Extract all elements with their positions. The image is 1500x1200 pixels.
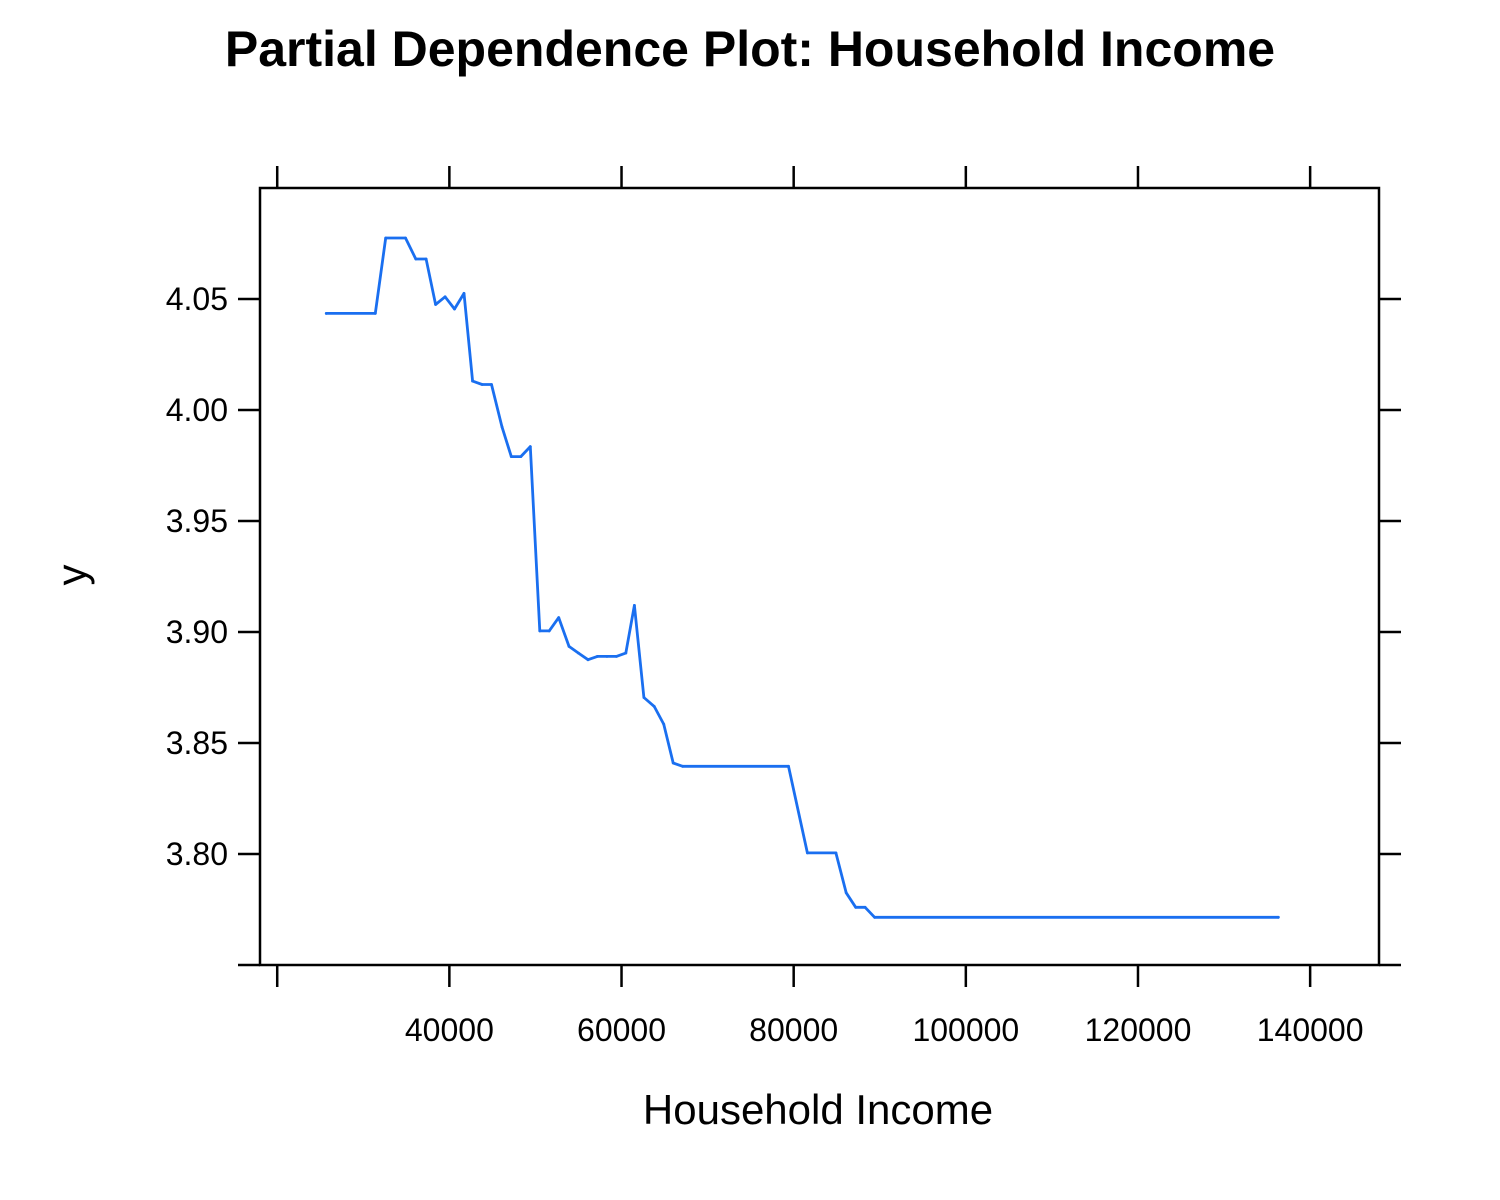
data-point [557,616,561,619]
series-line [324,236,1280,919]
y-tick-label: 3.90 [166,614,228,650]
data-point [538,629,542,633]
data-point [373,312,377,315]
data-point [471,379,474,383]
x-tick-label: 100000 [912,1012,1019,1048]
y-axis-label: y [48,565,95,586]
data-point [324,312,328,315]
data-point [844,891,848,895]
data-point [642,696,646,699]
x-tick-label: 80000 [749,1012,838,1048]
data-point [681,764,684,768]
data-point [443,295,447,299]
x-axis-label: Household Income [643,1086,993,1133]
data-point [500,425,504,428]
data-point [547,629,551,633]
data-point [490,383,493,386]
data-point [453,307,456,311]
y-tick-label: 3.95 [166,503,228,539]
data-point [462,292,466,295]
x-tick-label: 40000 [405,1012,494,1048]
data-point [633,604,636,607]
data-point [404,236,407,240]
data-point [424,257,428,261]
y-tick-label: 3.80 [166,836,228,872]
data-point [787,764,790,768]
data-point [567,645,571,648]
y-tick-label: 4.00 [166,392,228,428]
data-point [671,761,675,765]
x-axis: 40000 60000 80000 100000 120000 140000 [275,166,1364,1048]
x-tick-label: 140000 [1257,1012,1364,1048]
data-point [806,851,809,855]
plot-frame [258,186,1381,967]
x-tick-label: 120000 [1085,1012,1192,1048]
data-point [1276,915,1280,919]
data-point [586,658,590,662]
chart-title: Partial Dependence Plot: Household Incom… [225,21,1275,77]
data-point [873,915,876,919]
data-point [528,445,532,448]
data-point [414,257,418,261]
data-point [596,655,599,658]
data-point [854,905,858,909]
data-point [480,383,484,386]
data-point [834,851,838,855]
x-tick-label: 60000 [577,1012,666,1048]
y-tick-label: 4.05 [166,281,228,317]
data-point [624,651,628,655]
data-point [605,655,609,658]
data-point [577,651,580,655]
y-tick-label: 3.85 [166,725,228,761]
data-point [434,303,437,306]
data-point [384,236,388,240]
data-point [509,455,513,458]
data-point [519,455,523,458]
series-group [324,236,1280,919]
data-point [662,722,666,726]
data-point [652,705,656,708]
data-point [863,905,867,909]
data-point [615,655,618,658]
y-axis: 3.80 3.85 3.90 3.95 4.00 4.05 [166,281,1401,967]
